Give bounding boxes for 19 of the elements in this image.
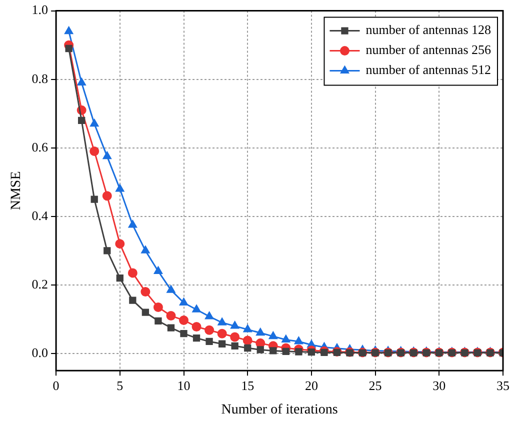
x-tick-label: 10: [177, 378, 190, 393]
x-tick-label: 5: [116, 378, 124, 393]
x-tick-label: 15: [241, 378, 254, 393]
y-tick-label: 0.4: [32, 208, 49, 223]
y-tick-label: 1.0: [32, 2, 48, 18]
x-tick-label: 35: [496, 378, 510, 393]
x-axis-title: Number of iterations: [221, 402, 338, 418]
legend-label: number of antennas 512: [366, 62, 492, 78]
y-tick-label: 0.8: [32, 70, 48, 86]
y-axis-title: NMSE: [9, 171, 24, 210]
legend-label: number of antennas 256: [366, 42, 492, 58]
y-tick-label: 0.6: [32, 139, 49, 154]
y-tick-label: 0.2: [32, 276, 48, 292]
x-tick-label: 0: [52, 378, 60, 393]
x-tick-label: 20: [304, 378, 318, 393]
legend-label: number of antennas 128: [366, 22, 492, 38]
x-tick-label: 25: [368, 378, 382, 393]
x-tick-label: 30: [432, 378, 446, 393]
y-tick-label: 0.0: [32, 344, 48, 360]
